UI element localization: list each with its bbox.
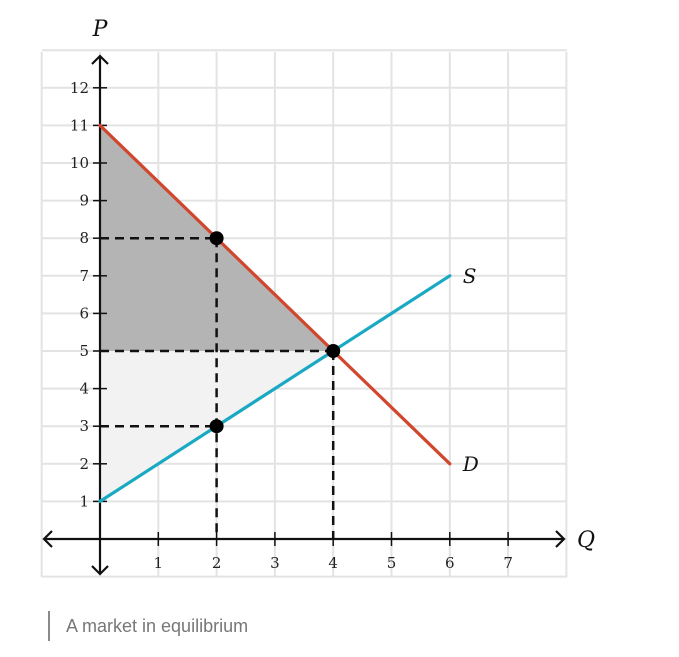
x-tick-label: 1 — [154, 554, 164, 572]
y-tick-label: 1 — [79, 492, 89, 510]
guide-lines — [100, 236, 335, 539]
data-point — [209, 231, 224, 246]
figure-caption: A market in equilibrium — [48, 611, 248, 641]
supply-curve — [98, 274, 452, 503]
x-tick-label: 6 — [445, 554, 455, 572]
x-tick-label: 7 — [503, 554, 513, 572]
x-tick-label: 4 — [328, 554, 338, 572]
y-tick-label: 8 — [79, 229, 89, 247]
x-tick-label: 2 — [212, 554, 222, 572]
y-tick-label: 5 — [79, 342, 89, 360]
curves — [98, 123, 452, 503]
axes — [42, 54, 566, 576]
x-axis-right-arrow — [555, 530, 566, 548]
data-point — [209, 419, 224, 434]
y-tick-label: 12 — [70, 79, 89, 97]
x-axis-left-arrow — [42, 530, 53, 548]
y-tick-label: 2 — [79, 455, 89, 473]
y-axis-up-arrow — [91, 54, 109, 65]
y-axis-down-arrow — [91, 565, 109, 576]
y-tick-label: 3 — [79, 417, 89, 435]
labels: S D P Q — [92, 17, 595, 553]
y-tick-label: 6 — [79, 304, 89, 322]
demand-curve-label: D — [462, 452, 479, 476]
y-tick-label: 4 — [79, 380, 89, 398]
y-tick-label: 9 — [79, 192, 89, 210]
data-point — [326, 344, 341, 358]
y-tick-label: 10 — [70, 154, 89, 172]
supply-curve-label: S — [463, 264, 477, 288]
x-tick-label: 5 — [387, 554, 397, 572]
y-axis-title: P — [92, 17, 109, 42]
x-tick-label: 3 — [270, 554, 280, 572]
points — [209, 231, 341, 434]
y-tick-label: 7 — [79, 267, 89, 285]
y-tick-label: 11 — [70, 116, 89, 134]
x-axis-title: Q — [577, 528, 595, 553]
demand-curve — [98, 123, 452, 466]
